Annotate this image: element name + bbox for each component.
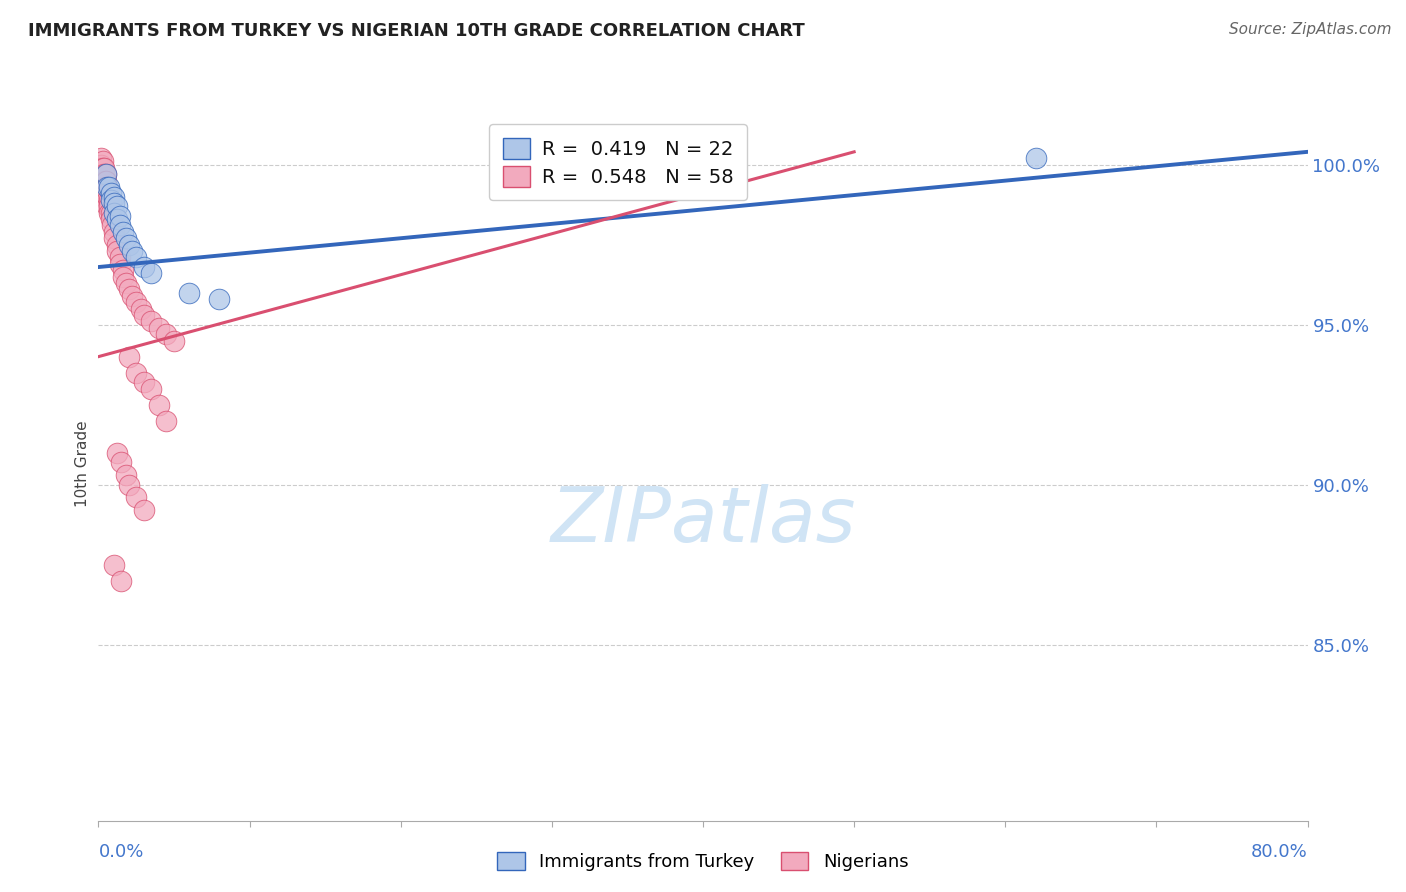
Text: Source: ZipAtlas.com: Source: ZipAtlas.com [1229, 22, 1392, 37]
Point [98, 199, 121, 213]
Point [105, 445, 128, 459]
Text: ZIPatlas: ZIPatlas [550, 484, 856, 558]
Point [94, 180, 117, 194]
Point [103, 231, 125, 245]
Point [94, 174, 117, 188]
Point [129, 301, 152, 316]
Point [141, 382, 163, 396]
Point [101, 219, 124, 233]
Point [94, 167, 117, 181]
Point [114, 276, 136, 290]
Point [108, 251, 131, 265]
Point [91, 161, 114, 175]
Point [132, 308, 155, 322]
Point [118, 237, 141, 252]
Point [132, 376, 155, 390]
Point [93, 167, 115, 181]
Y-axis label: 10th Grade: 10th Grade [75, 420, 90, 508]
Point [91, 174, 114, 188]
Point [114, 468, 136, 483]
Point [108, 209, 131, 223]
Point [94, 167, 117, 181]
Point [111, 225, 134, 239]
Point [121, 244, 143, 258]
Point [118, 477, 141, 491]
Point [141, 314, 163, 328]
Point [103, 558, 125, 572]
Point [111, 269, 134, 284]
Point [93, 161, 115, 175]
Point [98, 180, 121, 194]
Point [105, 199, 128, 213]
Point [100, 205, 122, 219]
Point [208, 292, 231, 306]
Point [105, 244, 128, 258]
Point [125, 251, 148, 265]
Point [110, 455, 132, 469]
Legend: R =  0.419   N = 22, R =  0.548   N = 58: R = 0.419 N = 22, R = 0.548 N = 58 [489, 124, 747, 201]
Point [125, 491, 148, 505]
Point [121, 289, 143, 303]
Point [1024, 151, 1046, 165]
Point [179, 285, 201, 300]
Point [163, 334, 186, 348]
Text: 80.0%: 80.0% [1251, 843, 1308, 861]
Point [100, 212, 122, 227]
Text: 0.0%: 0.0% [98, 843, 143, 861]
Point [98, 205, 121, 219]
Point [125, 295, 148, 310]
Point [118, 282, 141, 296]
Point [90, 161, 112, 175]
Point [90, 151, 112, 165]
Point [100, 186, 122, 201]
Point [103, 205, 125, 219]
Point [91, 180, 114, 194]
Point [132, 260, 155, 274]
Point [93, 174, 115, 188]
Legend: Immigrants from Turkey, Nigerians: Immigrants from Turkey, Nigerians [491, 845, 915, 879]
Point [98, 193, 121, 207]
Point [93, 180, 115, 194]
Point [91, 154, 114, 169]
Point [91, 167, 114, 181]
Point [105, 212, 128, 227]
Point [90, 158, 112, 172]
Point [105, 237, 128, 252]
Point [100, 193, 122, 207]
Point [108, 257, 131, 271]
Point [125, 366, 148, 380]
Point [111, 263, 134, 277]
Point [103, 225, 125, 239]
Point [148, 321, 170, 335]
Point [96, 199, 118, 213]
Point [108, 219, 131, 233]
Point [93, 186, 115, 201]
Point [103, 189, 125, 203]
Point [103, 196, 125, 211]
Point [96, 186, 118, 201]
Point [118, 350, 141, 364]
Point [91, 186, 114, 201]
Point [148, 398, 170, 412]
Point [96, 180, 118, 194]
Point [114, 231, 136, 245]
Point [110, 574, 132, 588]
Point [155, 414, 177, 428]
Point [132, 503, 155, 517]
Point [141, 267, 163, 281]
Text: IMMIGRANTS FROM TURKEY VS NIGERIAN 10TH GRADE CORRELATION CHART: IMMIGRANTS FROM TURKEY VS NIGERIAN 10TH … [28, 22, 804, 40]
Point [96, 193, 118, 207]
Point [155, 327, 177, 342]
